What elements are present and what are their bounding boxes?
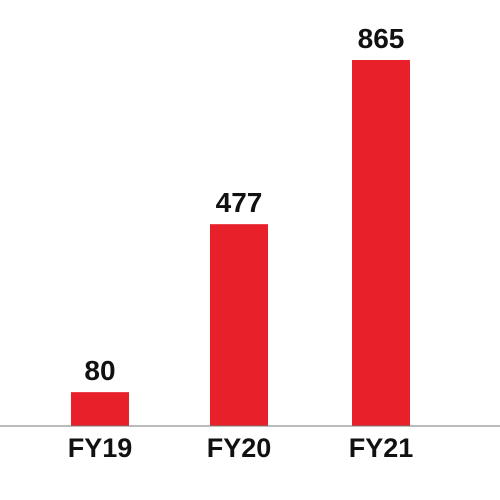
value-labels-group: 80 477 865 [84,23,404,386]
bar-fy21 [352,60,410,426]
category-label-fy20: FY20 [207,433,272,463]
bars-group [71,60,410,426]
bar-fy20 [210,224,268,426]
value-label-fy19: 80 [84,355,115,386]
category-labels-group: FY19 FY20 FY21 [68,433,414,463]
value-label-fy21: 865 [358,23,405,54]
bar-fy19 [71,392,129,426]
value-label-fy20: 477 [216,187,263,218]
category-label-fy19: FY19 [68,433,133,463]
category-label-fy21: FY21 [349,433,414,463]
